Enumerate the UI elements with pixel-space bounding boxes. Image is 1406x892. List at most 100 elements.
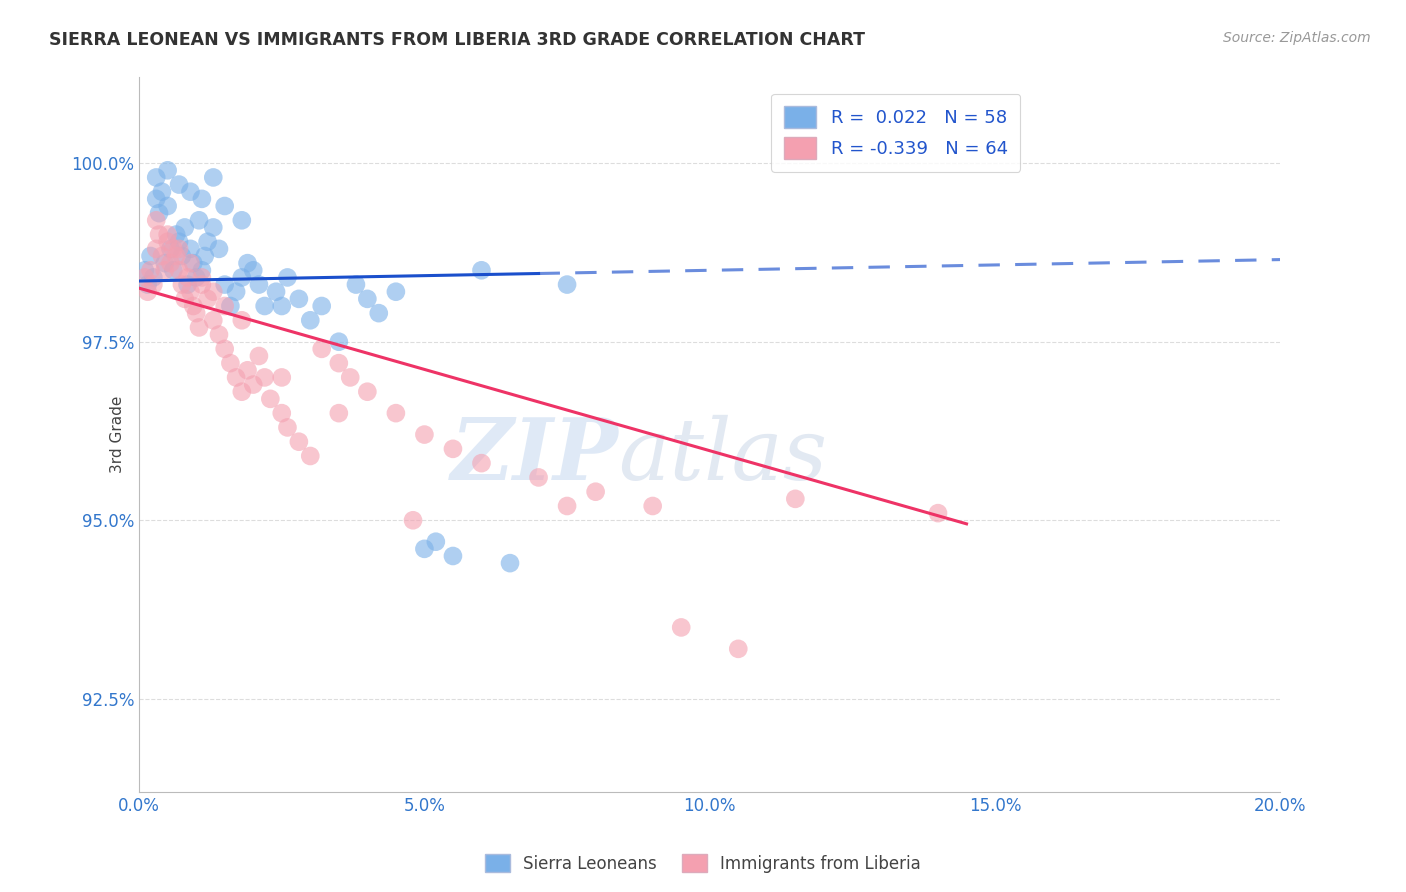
Point: [927, 506, 949, 520]
Point: [231, 384, 253, 399]
Point: [270, 370, 292, 384]
Point: [470, 456, 492, 470]
Point: [173, 220, 195, 235]
Point: [139, 249, 162, 263]
Point: [785, 491, 807, 506]
Point: [145, 242, 167, 256]
Y-axis label: 3rd Grade: 3rd Grade: [110, 396, 125, 474]
Point: [425, 534, 447, 549]
Point: [148, 227, 170, 242]
Text: ZIP: ZIP: [450, 414, 619, 498]
Point: [214, 342, 236, 356]
Point: [165, 227, 187, 242]
Point: [219, 356, 242, 370]
Point: [328, 356, 350, 370]
Point: [236, 363, 259, 377]
Point: [142, 277, 165, 292]
Point: [247, 349, 270, 363]
Point: [344, 277, 367, 292]
Point: [214, 277, 236, 292]
Point: [356, 292, 378, 306]
Point: [194, 249, 217, 263]
Point: [328, 406, 350, 420]
Point: [179, 242, 201, 256]
Point: [527, 470, 550, 484]
Point: [156, 235, 179, 249]
Point: [242, 263, 264, 277]
Point: [555, 277, 578, 292]
Point: [413, 427, 436, 442]
Point: [288, 292, 311, 306]
Point: [191, 192, 214, 206]
Legend: R =  0.022   N = 58, R = -0.339   N = 64: R = 0.022 N = 58, R = -0.339 N = 64: [770, 94, 1021, 172]
Point: [181, 299, 204, 313]
Point: [225, 285, 247, 299]
Point: [165, 249, 187, 263]
Point: [156, 199, 179, 213]
Point: [288, 434, 311, 449]
Point: [156, 163, 179, 178]
Text: SIERRA LEONEAN VS IMMIGRANTS FROM LIBERIA 3RD GRADE CORRELATION CHART: SIERRA LEONEAN VS IMMIGRANTS FROM LIBERI…: [49, 31, 865, 49]
Point: [385, 285, 408, 299]
Point: [173, 292, 195, 306]
Point: [153, 263, 176, 277]
Point: [555, 499, 578, 513]
Point: [311, 342, 333, 356]
Point: [176, 270, 198, 285]
Point: [264, 285, 287, 299]
Point: [145, 192, 167, 206]
Point: [142, 270, 165, 285]
Point: [413, 541, 436, 556]
Point: [339, 370, 361, 384]
Point: [145, 170, 167, 185]
Point: [441, 442, 464, 456]
Point: [202, 313, 225, 327]
Point: [162, 263, 184, 277]
Point: [299, 449, 322, 463]
Point: [136, 277, 159, 292]
Point: [170, 249, 193, 263]
Point: [202, 220, 225, 235]
Point: [148, 206, 170, 220]
Point: [150, 249, 173, 263]
Point: [727, 641, 749, 656]
Point: [470, 263, 492, 277]
Point: [186, 270, 208, 285]
Point: [150, 185, 173, 199]
Point: [197, 292, 219, 306]
Point: [214, 299, 236, 313]
Point: [208, 327, 231, 342]
Point: [276, 270, 298, 285]
Point: [236, 256, 259, 270]
Point: [159, 256, 181, 270]
Point: [159, 242, 181, 256]
Point: [179, 285, 201, 299]
Point: [276, 420, 298, 434]
Point: [145, 213, 167, 227]
Point: [231, 270, 253, 285]
Point: [311, 299, 333, 313]
Point: [328, 334, 350, 349]
Point: [186, 306, 208, 320]
Point: [191, 277, 214, 292]
Point: [134, 270, 156, 285]
Point: [134, 263, 156, 277]
Point: [202, 285, 225, 299]
Point: [188, 213, 211, 227]
Point: [225, 370, 247, 384]
Point: [641, 499, 664, 513]
Point: [242, 377, 264, 392]
Point: [214, 199, 236, 213]
Point: [299, 313, 322, 327]
Point: [441, 549, 464, 563]
Point: [167, 263, 190, 277]
Point: [167, 242, 190, 256]
Point: [197, 235, 219, 249]
Point: [270, 299, 292, 313]
Point: [156, 227, 179, 242]
Point: [259, 392, 281, 406]
Point: [176, 277, 198, 292]
Point: [499, 556, 522, 570]
Point: [179, 256, 201, 270]
Point: [170, 277, 193, 292]
